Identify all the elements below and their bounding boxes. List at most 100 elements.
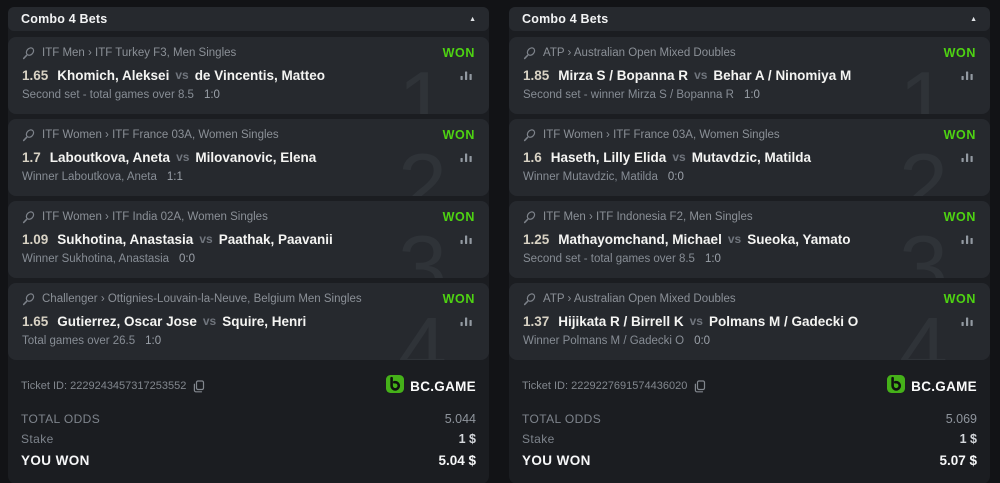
vs-label: vs bbox=[199, 232, 213, 246]
bet-category: ITF Women › ITF India 02A, Women Singles bbox=[42, 211, 268, 223]
away-team: Polmans M / Gadecki O bbox=[708, 313, 859, 329]
stake-label: Stake bbox=[21, 432, 54, 446]
bet-category: Challenger › Ottignies-Louvain-la-Neuve,… bbox=[42, 293, 362, 305]
tennis-racket-icon bbox=[22, 46, 35, 59]
away-team: Milovanovic, Elena bbox=[195, 149, 317, 165]
home-team: Haseth, Lilly Elida bbox=[550, 149, 667, 165]
bet-score: 1:0 bbox=[743, 89, 760, 101]
stake-value: 1 $ bbox=[959, 432, 977, 446]
stats-button[interactable] bbox=[958, 149, 976, 165]
match-stats-icon bbox=[961, 235, 973, 244]
combo-header[interactable]: Combo 4 Bets ▲ bbox=[8, 7, 489, 31]
bet-number-watermark: 1 bbox=[899, 53, 948, 115]
copy-icon bbox=[695, 379, 706, 392]
tennis-racket-icon bbox=[22, 292, 35, 305]
copy-ticket-button[interactable] bbox=[193, 379, 205, 393]
bet-market: Total games over 26.5 bbox=[22, 335, 136, 347]
vs-label: vs bbox=[727, 232, 742, 246]
bet-odds: 1.37 bbox=[523, 313, 550, 329]
bcgame-brand: BC.GAME bbox=[887, 374, 977, 398]
bet-number-watermark: 2 bbox=[899, 135, 948, 197]
vs-label: vs bbox=[672, 150, 686, 164]
tennis-racket-icon bbox=[523, 292, 536, 305]
bet-number-watermark: 3 bbox=[899, 217, 948, 279]
stake-label: Stake bbox=[522, 432, 555, 446]
bet-score: 0:0 bbox=[179, 253, 196, 265]
stake-value: 1 $ bbox=[458, 432, 476, 446]
total-odds-value: 5.069 bbox=[945, 412, 977, 426]
bet-odds: 1.09 bbox=[22, 231, 49, 247]
away-team: Sueoka, Yamato bbox=[747, 231, 851, 247]
bet-card: 4 ATP › Australian Open Mixed Doubles WO… bbox=[509, 283, 990, 360]
tennis-racket-icon bbox=[523, 128, 536, 141]
you-won-label: YOU WON bbox=[522, 453, 591, 468]
tennis-racket-icon bbox=[22, 128, 35, 141]
stats-button[interactable] bbox=[457, 231, 475, 247]
you-won-value: 5.07 $ bbox=[939, 453, 977, 468]
match-stats-icon bbox=[460, 71, 472, 80]
stats-button[interactable] bbox=[958, 313, 976, 329]
match-stats-icon bbox=[961, 153, 973, 162]
bet-slip-panel-left: Combo 4 Bets ▲ 1 ITF Men › ITF Turkey F3… bbox=[8, 7, 489, 483]
bet-market: Winner Sukhotina, Anastasia bbox=[22, 253, 170, 265]
bet-odds: 1.65 bbox=[22, 67, 49, 83]
away-team: Squire, Henri bbox=[222, 313, 307, 329]
copy-ticket-button[interactable] bbox=[694, 379, 706, 393]
ticket-id: Ticket ID: 2229227691574436020 bbox=[522, 380, 688, 392]
bet-score: 0:0 bbox=[694, 335, 711, 347]
status-badge: WON bbox=[442, 128, 475, 142]
vs-label: vs bbox=[202, 314, 217, 328]
bet-category: ITF Men › ITF Turkey F3, Men Singles bbox=[42, 47, 237, 59]
away-team: Paathak, Paavanii bbox=[218, 231, 333, 247]
home-team: Khomich, Aleksei bbox=[57, 67, 170, 83]
bet-market: Winner Laboutkova, Aneta bbox=[22, 171, 157, 183]
bet-card: 1 ATP › Australian Open Mixed Doubles WO… bbox=[509, 37, 990, 114]
bet-score: 1:0 bbox=[704, 253, 721, 265]
bet-market: Winner Mutavdzic, Matilda bbox=[523, 171, 658, 183]
home-team: Gutierrez, Oscar Jose bbox=[57, 313, 197, 329]
total-odds-value: 5.044 bbox=[444, 412, 476, 426]
match-stats-icon bbox=[460, 153, 472, 162]
tennis-racket-icon bbox=[523, 46, 536, 59]
bet-category: ATP › Australian Open Mixed Doubles bbox=[543, 293, 736, 305]
bet-number-watermark: 4 bbox=[899, 299, 948, 361]
you-won-label: YOU WON bbox=[21, 453, 90, 468]
collapse-icon[interactable]: ▲ bbox=[970, 15, 977, 23]
vs-label: vs bbox=[689, 314, 703, 328]
vs-label: vs bbox=[175, 68, 189, 82]
status-badge: WON bbox=[943, 210, 976, 224]
bet-odds: 1.25 bbox=[523, 231, 550, 247]
match-stats-icon bbox=[961, 71, 973, 80]
bet-slip-panel-right: Combo 4 Bets ▲ 1 ATP › Australian Open M… bbox=[509, 7, 990, 483]
brand-name: BC.GAME bbox=[911, 378, 977, 394]
stats-button[interactable] bbox=[457, 313, 475, 329]
bet-odds: 1.7 bbox=[22, 149, 41, 165]
match-stats-icon bbox=[961, 317, 973, 326]
ticket-id: Ticket ID: 2229243457317253552 bbox=[21, 380, 187, 392]
combo-title: Combo 4 Bets bbox=[21, 12, 108, 26]
collapse-icon[interactable]: ▲ bbox=[469, 15, 476, 23]
stats-button[interactable] bbox=[958, 67, 976, 83]
home-team: Mirza S / Bopanna R bbox=[558, 67, 689, 83]
bet-market: Second set - total games over 8.5 bbox=[523, 253, 695, 265]
combo-header[interactable]: Combo 4 Bets ▲ bbox=[509, 7, 990, 31]
bcgame-logo-icon bbox=[386, 374, 405, 393]
away-team: de Vincentis, Matteo bbox=[194, 67, 325, 83]
home-team: Mathayomchand, Michael bbox=[558, 231, 722, 247]
stats-button[interactable] bbox=[457, 149, 475, 165]
vs-label: vs bbox=[694, 68, 708, 82]
tennis-racket-icon bbox=[22, 210, 35, 223]
bet-market: Winner Polmans M / Gadecki O bbox=[523, 335, 685, 347]
bet-score: 0:0 bbox=[667, 171, 684, 183]
you-won-value: 5.04 $ bbox=[438, 453, 476, 468]
stats-button[interactable] bbox=[457, 67, 475, 83]
bet-category: ITF Women › ITF France 03A, Women Single… bbox=[42, 129, 279, 141]
bet-number-watermark: 4 bbox=[398, 299, 447, 361]
stats-button[interactable] bbox=[958, 231, 976, 247]
bet-odds: 1.65 bbox=[22, 313, 49, 329]
copy-icon bbox=[194, 379, 205, 392]
bcgame-brand: BC.GAME bbox=[386, 374, 476, 398]
home-team: Hijikata R / Birrell K bbox=[558, 313, 684, 329]
bet-card: 1 ITF Men › ITF Turkey F3, Men Singles W… bbox=[8, 37, 489, 114]
